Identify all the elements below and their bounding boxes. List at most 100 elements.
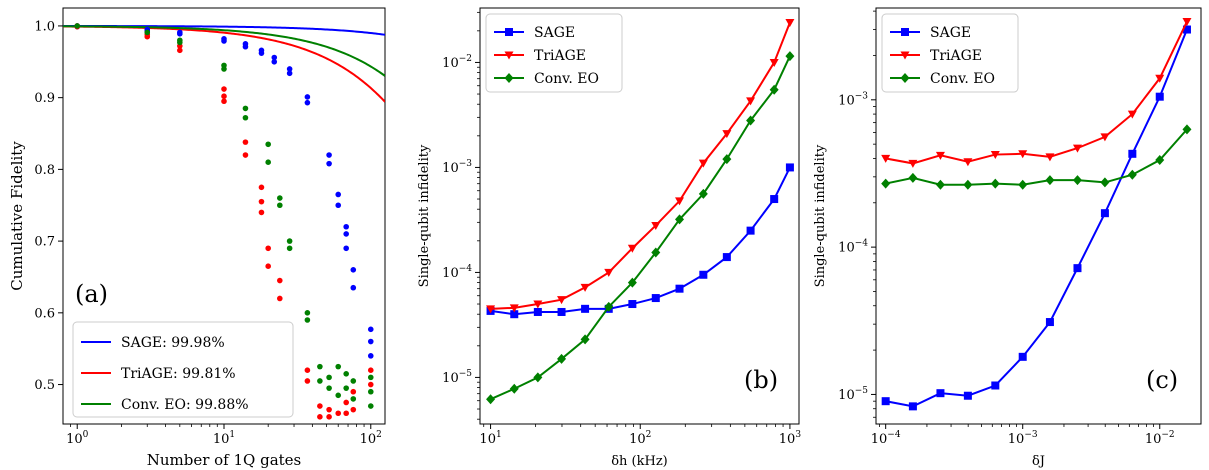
data-point xyxy=(1127,169,1137,180)
y-tick-label-base: 10 xyxy=(838,241,855,256)
legend-label: SAGE xyxy=(534,25,575,41)
legend-label: SAGE: 99.98% xyxy=(121,335,225,351)
data-point xyxy=(785,51,795,62)
data-point xyxy=(510,310,519,319)
data-point xyxy=(533,372,543,383)
y-tick-label: 0.6 xyxy=(34,306,55,321)
y-tick-label-exp: −4 xyxy=(459,264,473,274)
data-point xyxy=(581,304,590,313)
data-point xyxy=(242,114,249,121)
panel-label: (c) xyxy=(1146,366,1178,394)
panel-label: (b) xyxy=(744,366,778,394)
data-point xyxy=(367,381,374,388)
data-point xyxy=(277,202,283,209)
data-point xyxy=(326,414,332,420)
x-tick-label: 100 xyxy=(66,430,89,447)
data-point xyxy=(722,253,731,262)
legend: SAGE TriAGE Conv. EO xyxy=(881,13,1019,93)
data-point xyxy=(221,86,227,92)
x-tick-label: 10−4 xyxy=(871,430,901,447)
x-axis-label: Number of 1Q gates xyxy=(147,451,302,469)
data-point xyxy=(1072,175,1082,186)
data-point xyxy=(881,178,891,189)
data-point xyxy=(286,66,293,72)
data-point xyxy=(258,184,265,191)
data-point xyxy=(1045,175,1055,186)
y-tick-label: 0.7 xyxy=(34,235,55,250)
data-point xyxy=(908,402,917,411)
data-point xyxy=(343,370,349,377)
data-point xyxy=(265,245,271,252)
data-point xyxy=(343,245,349,252)
data-point xyxy=(258,198,265,205)
y-tick-label-base: 10 xyxy=(442,371,459,386)
x-tick-label-base: 10 xyxy=(1145,432,1162,447)
x-tick-label-exp: −4 xyxy=(887,430,901,440)
data-point xyxy=(367,338,374,345)
legend-label: Conv. EO xyxy=(534,71,599,87)
series-line xyxy=(885,21,1188,165)
data-point xyxy=(326,152,332,158)
data-point xyxy=(326,385,332,391)
y-tick-label: 10−3 xyxy=(442,159,472,176)
y-axis-label: Single-qubit infidelity xyxy=(417,144,432,287)
data-point xyxy=(1100,133,1110,142)
data-point xyxy=(335,363,342,370)
series-line xyxy=(490,22,791,310)
legend-label: Conv. EO: 99.88% xyxy=(121,397,249,413)
data-point xyxy=(675,214,685,225)
y-tick-label: 10−5 xyxy=(838,386,868,403)
data-point xyxy=(963,158,973,167)
y-tick-label-exp: −3 xyxy=(855,91,869,101)
legend-marker xyxy=(901,28,909,36)
data-point xyxy=(350,378,357,384)
series-line xyxy=(885,128,1188,186)
x-tick-label: 102 xyxy=(629,430,651,447)
data-point xyxy=(963,179,973,190)
x-tick-label-base: 10 xyxy=(360,432,377,447)
x-tick-label-exp: 0 xyxy=(83,430,89,440)
legend-label: TriAGE: 99.81% xyxy=(121,366,236,382)
data-point xyxy=(221,66,227,72)
data-point xyxy=(1100,177,1110,188)
data-point xyxy=(277,295,283,302)
x-tick-label: 10−2 xyxy=(1145,430,1175,447)
data-point xyxy=(286,238,293,244)
axes-frame xyxy=(479,7,800,425)
data-point xyxy=(604,268,614,277)
data-point xyxy=(326,160,332,167)
x-tick-label: 10−3 xyxy=(1008,430,1038,447)
data-point xyxy=(304,99,311,106)
data-point xyxy=(242,43,249,50)
data-point xyxy=(1182,18,1192,27)
data-point xyxy=(335,191,342,198)
axes-frame xyxy=(875,7,1202,425)
plot-area xyxy=(63,23,385,420)
data-point xyxy=(286,245,293,252)
data-point xyxy=(722,154,732,165)
y-axis-label: Single-qubit infidelity xyxy=(813,144,828,287)
legend-box xyxy=(485,13,623,93)
data-point xyxy=(335,410,342,417)
x-tick-label-exp: −2 xyxy=(1161,430,1174,440)
series-line xyxy=(885,29,1188,408)
x-tick-label-base: 10 xyxy=(871,432,888,447)
x-tick-label: 101 xyxy=(479,430,501,447)
y-axis-label: Cumulative Fidelity xyxy=(8,141,26,291)
data-point xyxy=(746,97,756,106)
data-point xyxy=(343,231,349,237)
data-point xyxy=(627,244,637,253)
y-tick-label: 10−2 xyxy=(442,54,472,71)
data-point xyxy=(1018,352,1027,361)
y-tick-label: 0.9 xyxy=(34,91,55,106)
data-point xyxy=(651,221,661,230)
data-point xyxy=(698,188,708,199)
data-point xyxy=(1155,92,1164,101)
data-point xyxy=(304,317,311,323)
y-tick-label: 0.5 xyxy=(34,378,55,393)
data-point xyxy=(277,277,283,284)
data-point xyxy=(242,152,249,158)
data-point xyxy=(935,151,945,160)
